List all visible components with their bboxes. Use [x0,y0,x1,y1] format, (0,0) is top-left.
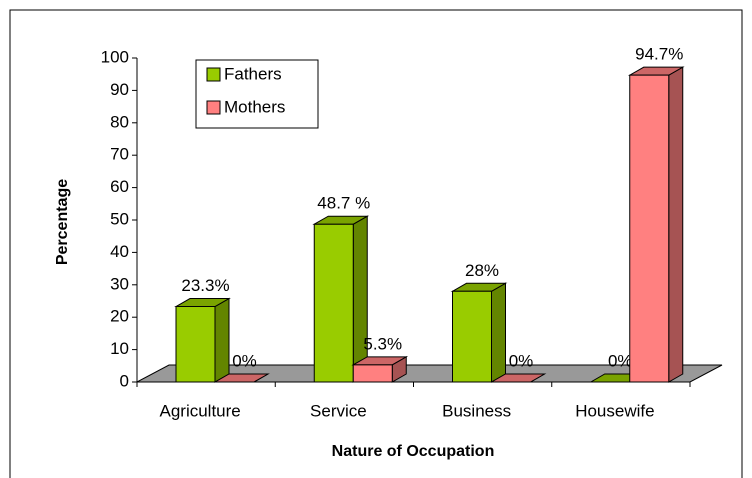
y-tick-label: 60 [110,177,129,196]
bar-face [629,74,670,383]
y-tick-label: 0 [120,371,129,390]
value-label: 0% [608,351,633,370]
value-label: 94.7% [635,45,683,64]
x-tick-label: Agriculture [159,401,240,420]
y-tick-label: 100 [101,47,129,66]
bar [174,297,231,383]
bar [213,373,270,383]
chart-border [9,9,743,478]
bar [627,66,685,383]
legend-label: Fathers [224,64,282,83]
bar-face [352,215,368,383]
bar [351,355,409,383]
bar-face [214,297,230,383]
y-tick-label: 70 [110,145,129,164]
y-tick-label: 80 [110,112,129,131]
bar-face [175,306,216,383]
value-label: 28% [465,261,499,280]
bar-face [452,290,492,383]
y-axis-title: Percentage [54,179,71,265]
value-label: 23.3% [181,276,229,295]
value-label: 0% [509,351,534,370]
value-label: 0% [232,351,257,370]
bar-face [352,364,393,383]
legend-swatch [206,100,221,115]
x-tick-label: Service [310,401,367,420]
legend-swatch [206,67,221,82]
bar [489,373,547,383]
y-tick-label: 40 [110,242,129,261]
y-tick-label: 90 [110,80,129,99]
y-tick-label: 20 [110,307,129,326]
bar [450,282,508,383]
bar-face [491,282,506,383]
bar-face [313,223,354,383]
legend-label: Mothers [224,97,285,116]
x-tick-label: Housewife [575,401,654,420]
value-label: 48.7 % [317,194,370,213]
y-tick-label: 10 [110,339,129,358]
x-tick-label: Business [442,401,511,420]
x-axis-title: Nature of Occupation [332,443,495,460]
value-label: 5.3% [363,334,402,353]
bar [312,215,370,383]
y-tick-label: 30 [110,274,129,293]
bar-face [668,66,684,383]
y-tick-label: 50 [110,209,129,228]
